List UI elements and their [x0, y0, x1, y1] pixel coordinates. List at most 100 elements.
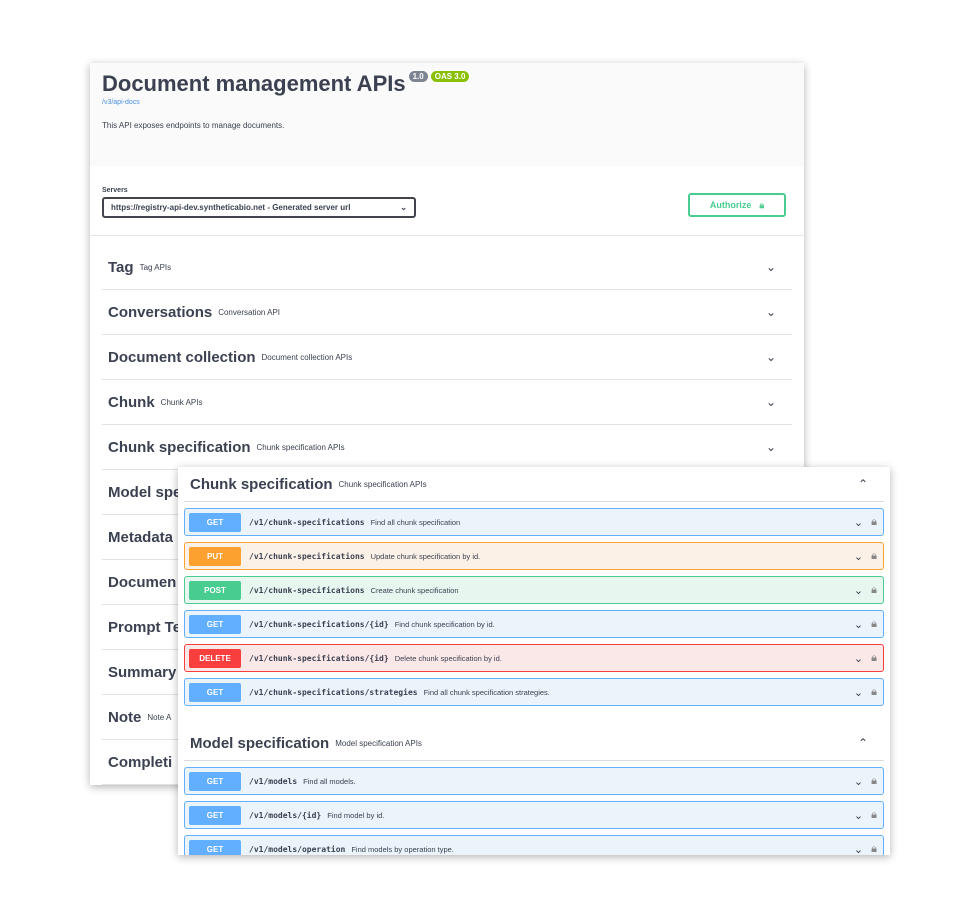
- lock-icon[interactable]: 🔒︎: [871, 549, 877, 562]
- chevron-down-icon: ⌄: [765, 395, 776, 409]
- chevron-down-icon[interactable]: ⌄: [853, 584, 864, 597]
- lock-icon[interactable]: 🔒︎: [871, 583, 877, 596]
- tag-section[interactable]: Document collection Document collection A…: [102, 335, 792, 380]
- api-description: This API exposes endpoints to manage doc…: [102, 121, 285, 130]
- authorize-label: Authorize: [709, 200, 752, 210]
- tag-name: Summary: [108, 663, 177, 681]
- chevron-down-icon: ⌄: [765, 440, 776, 454]
- tag-name: Conversations: [108, 303, 213, 321]
- lock-icon[interactable]: 🔒︎: [871, 651, 877, 664]
- operation-row[interactable]: DELETE/v1/chunk-specifications/{id} Delet…: [184, 644, 884, 672]
- method-badge: POST: [189, 580, 241, 600]
- api-docs-link[interactable]: /v3/api-docs: [102, 99, 140, 106]
- operation-path: /v1/models: [249, 776, 298, 786]
- tag-description: Chunk APIs: [160, 397, 203, 407]
- chevron-down-icon: ⌄: [765, 350, 776, 364]
- chevron-down-icon[interactable]: ⌄: [853, 809, 864, 822]
- tag-name: Prompt Te: [108, 618, 182, 636]
- tag-name: Tag: [108, 258, 134, 276]
- chevron-down-icon[interactable]: ⌄: [853, 652, 864, 665]
- chevron-down-icon[interactable]: ⌄: [853, 686, 864, 699]
- operation-description: Create chunk specification: [370, 585, 459, 595]
- tag-section[interactable]: Chunk Chunk APIs ⌄: [102, 380, 792, 425]
- section-description: Model specification APIs: [335, 738, 422, 748]
- operation-row[interactable]: GET/v1/chunk-specifications/strategies Fi…: [184, 678, 884, 706]
- tag-name: Chunk: [108, 393, 155, 411]
- chevron-down-icon[interactable]: ⌄: [853, 775, 864, 788]
- operation-row[interactable]: GET/v1/chunk-specifications Find all chun…: [184, 508, 884, 536]
- lock-icon[interactable]: 🔒︎: [871, 774, 877, 787]
- tag-name: Chunk specification: [108, 438, 251, 456]
- tag-section[interactable]: Tag Tag APIs ⌄: [102, 245, 792, 290]
- operation-description: Update chunk specification by id.: [370, 551, 481, 561]
- method-badge: GET: [189, 614, 241, 634]
- operation-row[interactable]: GET/v1/models/operation Find models by op…: [184, 835, 884, 855]
- tag-section[interactable]: Conversations Conversation API ⌄: [102, 290, 792, 335]
- version-badge: 1.0: [408, 71, 428, 82]
- api-info: Document management APIs 1.0 OAS 3.0 /v3…: [90, 63, 804, 166]
- section-name: Chunk specification: [190, 475, 333, 493]
- operation-description: Find models by operation type.: [351, 844, 454, 854]
- lock-icon: 🔒︎: [759, 199, 765, 210]
- operation-row[interactable]: GET/v1/models/{id} Find model by id. ⌄ 🔒︎: [184, 801, 884, 829]
- method-badge: GET: [189, 839, 241, 855]
- method-badge: GET: [189, 805, 241, 825]
- lock-icon[interactable]: 🔒︎: [871, 808, 877, 821]
- operation-path: /v1/chunk-specifications: [249, 585, 365, 595]
- lock-icon[interactable]: 🔒︎: [871, 842, 877, 855]
- chevron-up-icon: ⌃: [857, 477, 868, 491]
- tag-description: Document collection APIs: [261, 352, 353, 362]
- lock-icon[interactable]: 🔒︎: [871, 685, 877, 698]
- chevron-down-icon[interactable]: ⌄: [853, 550, 864, 563]
- operation-description: Find chunk specification by id.: [394, 619, 495, 629]
- operation-description: Delete chunk specification by id.: [394, 653, 502, 663]
- servers-label: Servers: [102, 187, 128, 194]
- section-name: Model specification: [190, 734, 330, 752]
- method-badge: GET: [189, 682, 241, 702]
- oas-badge: OAS 3.0: [430, 71, 470, 82]
- section-description: Chunk specification APIs: [338, 479, 427, 489]
- operation-description: Find all chunk specification: [370, 517, 461, 527]
- operation-description: Find all models.: [303, 776, 356, 786]
- servers-select[interactable]: https://registry-api-dev.syntheticabio.n…: [102, 197, 416, 218]
- operation-row[interactable]: PUT/v1/chunk-specifications Update chunk …: [184, 542, 884, 570]
- operation-path: /v1/chunk-specifications/{id}: [249, 619, 389, 629]
- lock-icon[interactable]: 🔒︎: [871, 515, 877, 528]
- tag-name: Metadata: [108, 528, 174, 546]
- tag-name: Document collection: [108, 348, 256, 366]
- lock-icon[interactable]: 🔒︎: [871, 617, 877, 630]
- operation-description: Find all chunk specification strategies.: [423, 687, 550, 697]
- operation-path: /v1/chunk-specifications/strategies: [249, 687, 418, 697]
- tag-name: Completi: [108, 753, 173, 771]
- operation-row[interactable]: POST/v1/chunk-specifications Create chunk…: [184, 576, 884, 604]
- method-badge: DELETE: [189, 648, 241, 668]
- page-title: Document management APIs: [102, 71, 406, 96]
- operation-description: Find model by id.: [327, 810, 385, 820]
- operation-row[interactable]: GET/v1/chunk-specifications/{id} Find chu…: [184, 610, 884, 638]
- tag-name: Documen: [108, 573, 177, 591]
- tag-section[interactable]: Chunk specification Chunk specification A…: [102, 425, 792, 470]
- section-header[interactable]: Chunk specification Chunk specification A…: [184, 467, 884, 502]
- tag-description: Tag APIs: [139, 262, 172, 272]
- servers-selected: https://registry-api-dev.syntheticabio.n…: [111, 203, 351, 212]
- tag-description: Conversation API: [218, 307, 281, 317]
- chevron-down-icon[interactable]: ⌄: [853, 516, 864, 529]
- method-badge: GET: [189, 771, 241, 791]
- chevron-down-icon[interactable]: ⌄: [853, 618, 864, 631]
- operation-path: /v1/chunk-specifications: [249, 517, 365, 527]
- operation-path: /v1/chunk-specifications: [249, 551, 365, 561]
- operation-path: /v1/chunk-specifications/{id}: [249, 653, 389, 663]
- operation-path: /v1/models/operation: [249, 844, 346, 854]
- authorize-button[interactable]: Authorize 🔒︎: [688, 193, 786, 217]
- chevron-up-icon: ⌃: [857, 736, 868, 750]
- chevron-down-icon: ⌄: [765, 305, 776, 319]
- section-header[interactable]: Model specification Model specification A…: [184, 726, 884, 761]
- method-badge: PUT: [189, 546, 241, 566]
- method-badge: GET: [189, 512, 241, 532]
- expanded-sections-panel: Chunk specification Chunk specification A…: [178, 467, 890, 855]
- chevron-down-icon[interactable]: ⌄: [853, 843, 864, 856]
- operation-row[interactable]: GET/v1/models Find all models. ⌄ 🔒︎: [184, 767, 884, 795]
- tag-description: Note A: [147, 712, 172, 722]
- chevron-down-icon: ⌄: [765, 260, 776, 274]
- tag-name: Note: [108, 708, 142, 726]
